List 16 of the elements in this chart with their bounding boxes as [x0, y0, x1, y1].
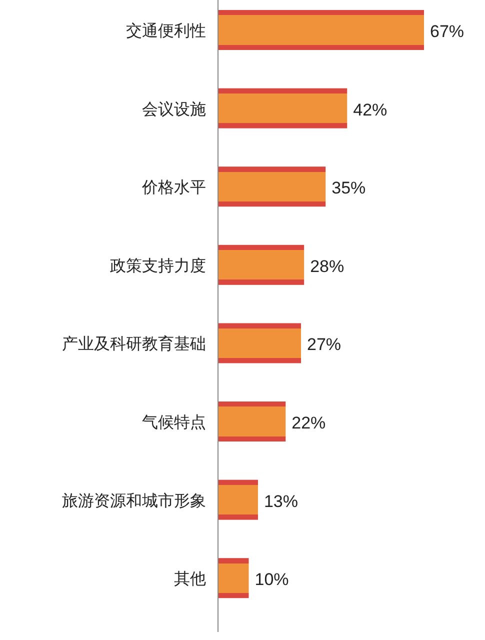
y-tick-label: 会议设施 — [142, 100, 206, 118]
data-label: 42% — [353, 100, 388, 120]
data-label: 67% — [430, 22, 464, 41]
y-tick-label: 旅游资源和城市形象 — [62, 492, 206, 510]
y-tick-label: 价格水平 — [141, 178, 206, 197]
data-label: 10% — [254, 570, 289, 590]
y-tick-label: 产业及科研教育基础 — [62, 335, 206, 354]
data-label: 22% — [292, 414, 326, 432]
y-tick-label: 其他 — [174, 570, 206, 588]
data-label: 27% — [307, 335, 342, 354]
y-tick-label: 气候特点 — [142, 414, 206, 432]
data-label: 13% — [264, 492, 298, 511]
y-tick-label: 交通便利性 — [126, 22, 206, 40]
y-tick-label: 政策支持力度 — [110, 256, 206, 275]
data-label: 35% — [332, 178, 366, 198]
data-label: 28% — [310, 256, 344, 276]
